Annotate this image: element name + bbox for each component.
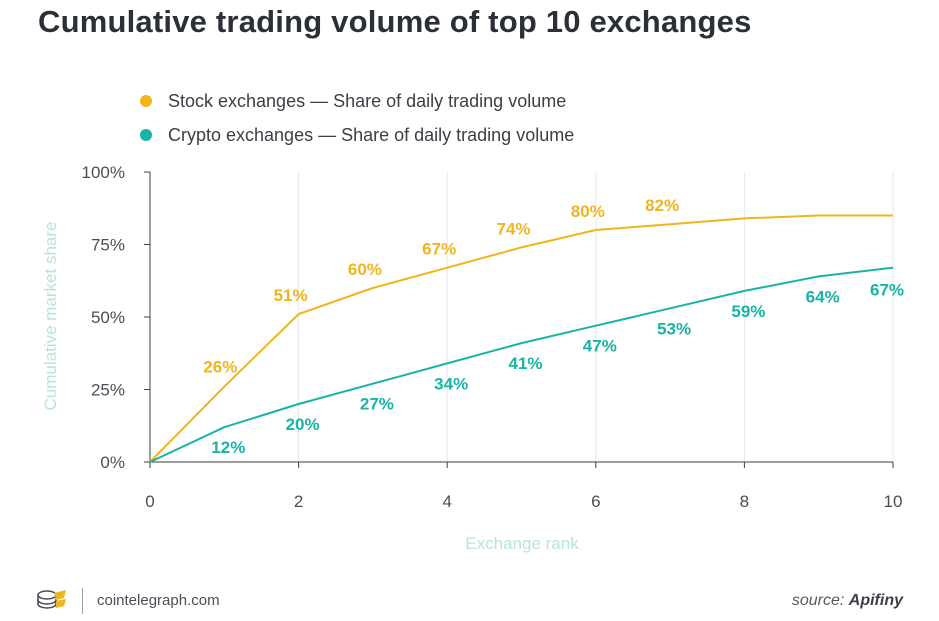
legend-dot-stock: [140, 95, 152, 107]
stock-data-label: 80%: [571, 202, 605, 221]
x-tick-label: 0: [145, 492, 154, 511]
crypto-data-label: 47%: [583, 337, 617, 356]
grid-layer: [298, 172, 894, 462]
y-tick-label: 50%: [91, 308, 125, 327]
crypto-data-label: 34%: [434, 374, 468, 393]
legend-item-stock: Stock exchanges — Share of daily trading…: [140, 84, 574, 118]
x-tick-label: 8: [740, 492, 749, 511]
crypto-series-line: [149, 266, 894, 463]
legend-label-stock: Stock exchanges — Share of daily trading…: [168, 90, 567, 111]
crypto-data-label: 20%: [286, 415, 320, 434]
x-tick-label: 10: [884, 492, 903, 511]
x-tick-label: 6: [591, 492, 600, 511]
legend-label-crypto: Crypto exchanges — Share of daily tradin…: [168, 124, 575, 145]
footer-divider: [82, 588, 83, 614]
x-tick-label: 2: [294, 492, 303, 511]
x-axis-label: Exchange rank: [465, 534, 579, 553]
stock-data-label: 82%: [645, 196, 679, 215]
crypto-data-label: 64%: [806, 287, 840, 306]
stock-data-label: 60%: [348, 260, 382, 279]
chart-title: Cumulative trading volume of top 10 exch…: [38, 4, 752, 39]
source-name: Apifiny: [848, 592, 903, 609]
stock-data-label: 74%: [496, 219, 530, 238]
stock-series-line: [149, 214, 893, 463]
legend-dot-crypto: [140, 129, 152, 141]
footer-site-link[interactable]: cointelegraph.com: [97, 592, 220, 609]
x-tick-label: 4: [442, 492, 451, 511]
y-tick-label: 25%: [91, 381, 125, 400]
crypto-data-label: 59%: [731, 302, 765, 321]
stock-data-label: 26%: [203, 358, 237, 377]
axis-layer: 0 2 4 6 8 100%25%50%75%100%: [82, 163, 903, 511]
crypto-data-label: 53%: [657, 319, 691, 338]
footer-source: source: Apifiny: [792, 592, 903, 610]
crypto-data-label: 12%: [211, 438, 245, 457]
legend-item-crypto: Crypto exchanges — Share of daily tradin…: [140, 118, 574, 152]
stock-data-label: 67%: [422, 240, 456, 259]
data-label-layer: 26% 51% 60% 67% 74% 80% 82% 12% 20% 27% 34% 41% 47% 5…: [203, 196, 904, 457]
crypto-data-label: 67%: [870, 281, 904, 300]
stock-data-label: 51%: [274, 286, 308, 305]
y-axis-label: Cumulative market share: [41, 222, 60, 411]
crypto-data-label: 27%: [360, 395, 394, 414]
y-tick-label: 75%: [91, 236, 125, 255]
source-label: source:: [791, 592, 845, 609]
y-tick-label: 0%: [100, 453, 125, 472]
legend: Stock exchanges — Share of daily trading…: [140, 84, 574, 152]
crypto-data-label: 41%: [508, 354, 542, 373]
y-tick-label: 100%: [82, 163, 125, 182]
cointelegraph-logo-icon: [37, 590, 66, 609]
series-layer: [149, 214, 894, 463]
